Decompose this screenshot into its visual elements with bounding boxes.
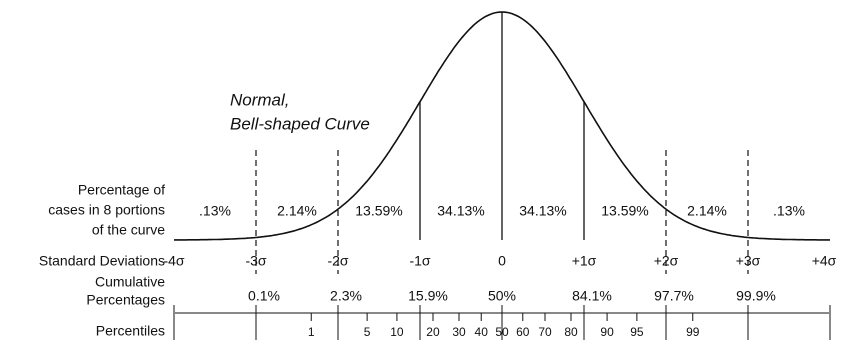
percentile-label: 40 — [475, 325, 489, 339]
portion-percent: 2.14% — [687, 203, 727, 219]
sigma-label: +1σ — [572, 253, 597, 269]
percentile-label: 80 — [564, 325, 578, 339]
title-line: Bell-shaped Curve — [230, 114, 370, 133]
row-label: of the curve — [92, 222, 165, 238]
percentile-label: 20 — [426, 325, 440, 339]
row-label: Cumulative — [95, 274, 165, 290]
percentile-label: 70 — [538, 325, 552, 339]
sigma-label: +4σ — [812, 253, 837, 269]
percentile-label: 5 — [364, 325, 371, 339]
row-label: Percentages — [86, 292, 165, 308]
sigma-label: -1σ — [409, 253, 430, 269]
title-line: Normal, — [230, 90, 290, 109]
row-label: Percentiles — [96, 323, 165, 339]
percentile-label: 1 — [308, 325, 315, 339]
percentile-label: 95 — [630, 325, 644, 339]
cumulative-percent: 84.1% — [572, 288, 612, 304]
sigma-label: -2σ — [327, 253, 348, 269]
portion-percent: 2.14% — [277, 203, 317, 219]
cumulative-percent: 2.3% — [330, 288, 362, 304]
sigma-label: 0 — [498, 253, 506, 269]
percentile-label: 30 — [452, 325, 466, 339]
cumulative-percent: 0.1% — [248, 288, 280, 304]
portion-percent: .13% — [199, 203, 231, 219]
sigma-label: +3σ — [736, 253, 761, 269]
sigma-label: +2σ — [654, 253, 679, 269]
row-label: cases in 8 portions — [48, 202, 165, 218]
cumulative-percent: 99.9% — [736, 288, 776, 304]
portion-percent: 34.13% — [437, 203, 484, 219]
sigma-label: -3σ — [245, 253, 266, 269]
portion-percent: .13% — [773, 203, 805, 219]
percentile-label: 60 — [516, 325, 530, 339]
portion-percent: 34.13% — [519, 203, 566, 219]
percentile-label: 50 — [495, 325, 509, 339]
row-label: Percentage of — [78, 182, 165, 198]
percentile-label: 90 — [600, 325, 614, 339]
portion-percent: 13.59% — [601, 203, 648, 219]
cumulative-percent: 97.7% — [654, 288, 694, 304]
percentile-label: 99 — [686, 325, 700, 339]
cumulative-percent: 50% — [488, 288, 516, 304]
portion-percent: 13.59% — [355, 203, 402, 219]
cumulative-percent: 15.9% — [408, 288, 448, 304]
percentile-label: 10 — [390, 325, 404, 339]
sigma-label: -4σ — [163, 253, 184, 269]
row-label: Standard Deviations — [39, 253, 165, 269]
